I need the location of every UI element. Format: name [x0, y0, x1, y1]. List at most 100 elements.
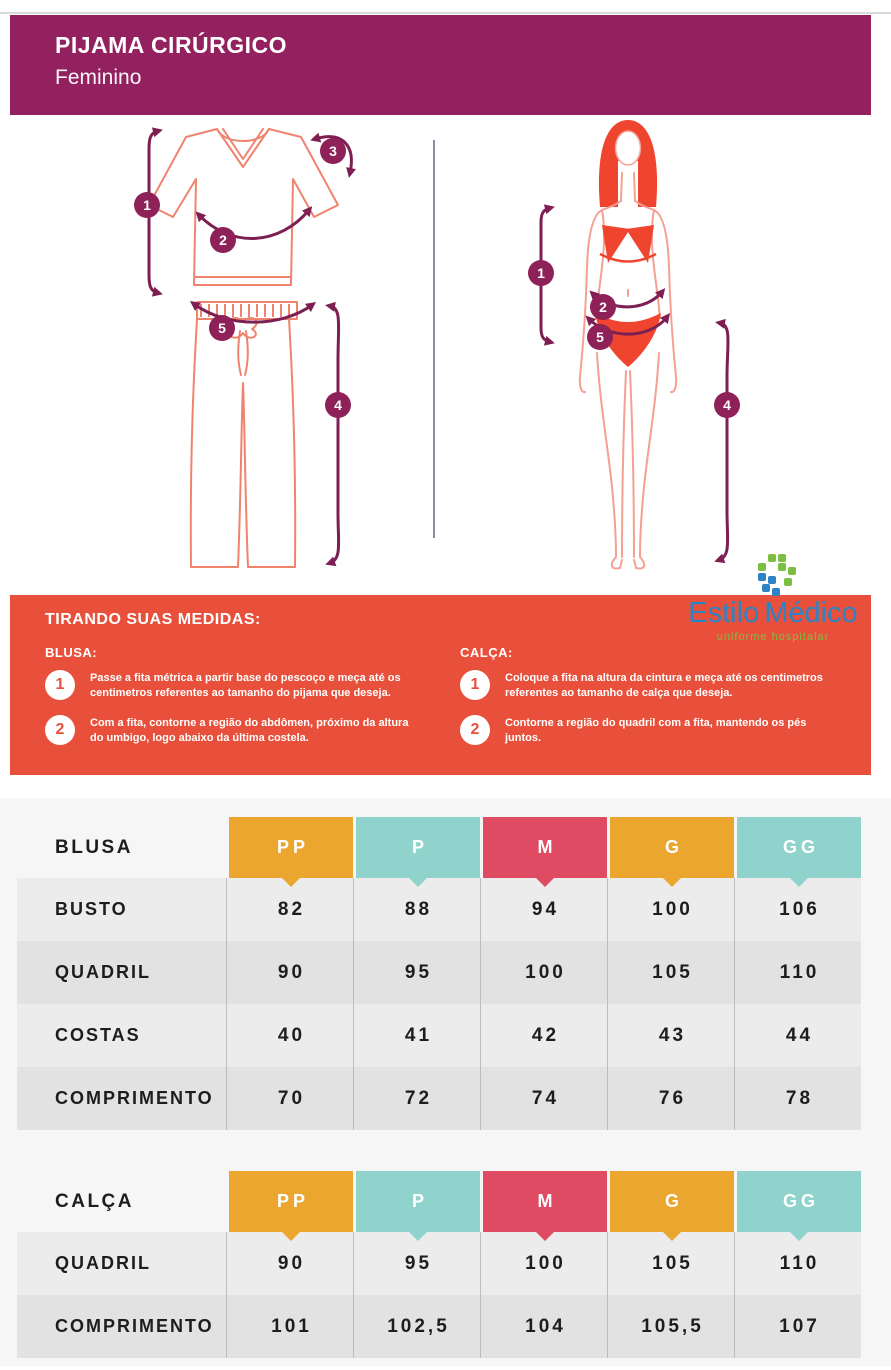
- body-measurement-diagram: 1 2 5 4: [528, 120, 740, 570]
- pointer-triangle: [281, 1231, 301, 1241]
- cell-value: 76: [607, 1067, 734, 1130]
- marker-3: 3: [329, 143, 337, 159]
- cell-value: 40: [226, 1004, 353, 1067]
- marker-5: 5: [218, 320, 226, 336]
- cell-value: 106: [734, 878, 861, 941]
- cell-value: 110: [734, 1232, 861, 1295]
- calca-size-table: CALÇA PP P M G GG QUADRIL 90 95 100 105 …: [17, 1171, 861, 1358]
- cell-value: 107: [734, 1295, 861, 1358]
- cell-value: 100: [480, 941, 607, 1004]
- step-number-badge: 1: [460, 670, 490, 700]
- marker-circles: 1 2 5 4: [528, 260, 740, 418]
- cell-value: 101: [226, 1295, 353, 1358]
- pointer-triangle: [408, 1231, 428, 1241]
- figure-body-outline: [578, 172, 678, 570]
- calca-heading: CALÇA:: [460, 645, 513, 660]
- measurement-diagrams: 1 2 3 5 4: [0, 115, 891, 595]
- blusa-heading: BLUSA:: [45, 645, 98, 660]
- step-text: Passe a fita métrica a partir base do pe…: [90, 672, 401, 700]
- cell-value: 44: [734, 1004, 861, 1067]
- measuring-instructions: TIRANDO SUAS MEDIDAS: BLUSA: 1 Passe a f…: [10, 595, 871, 775]
- pajama-measurement-diagram: 1 2 3 5 4: [134, 127, 356, 568]
- brand-tagline: uniforme hospitalar: [716, 631, 830, 643]
- brand-logo: Estilo Médico uniforme hospitalar: [668, 554, 878, 643]
- cell-value: 42: [480, 1004, 607, 1067]
- cell-value: 110: [734, 941, 861, 1004]
- row-label: BUSTO: [17, 878, 226, 941]
- instructions-title: TIRANDO SUAS MEDIDAS:: [45, 611, 261, 628]
- cell-value: 72: [353, 1067, 480, 1130]
- row-label: COMPRIMENTO: [17, 1295, 226, 1358]
- page-title: PIJAMA CIRÚRGICO: [55, 32, 288, 58]
- pointer-triangle: [662, 877, 682, 887]
- size-header-pp: PP: [226, 1171, 353, 1241]
- table-title: BLUSA: [55, 836, 133, 858]
- pointer-triangle: [535, 1231, 555, 1241]
- step-number-badge: 1: [45, 670, 75, 700]
- blusa-step-2: 2 Com a fita, contorne a região do abdôm…: [45, 714, 425, 747]
- pajama-outline: [148, 128, 339, 568]
- pointer-triangle: [535, 877, 555, 887]
- step-number-badge: 2: [45, 714, 75, 745]
- row-label: COMPRIMENTO: [17, 1067, 226, 1130]
- size-header-p: P: [353, 817, 480, 887]
- size-header-gg: GG: [734, 817, 861, 887]
- cell-value: 90: [226, 941, 353, 1004]
- cell-value: 90: [226, 1232, 353, 1295]
- pointer-triangle: [662, 1231, 682, 1241]
- cell-value: 82: [226, 878, 353, 941]
- marker-1: 1: [143, 197, 151, 213]
- cell-value: 43: [607, 1004, 734, 1067]
- row-label: QUADRIL: [17, 1232, 226, 1295]
- pointer-triangle: [408, 877, 428, 887]
- pointer-triangle: [281, 877, 301, 887]
- size-header-m: M: [480, 1171, 607, 1241]
- diagram-divider: [433, 140, 435, 538]
- instructions-blusa: BLUSA: 1 Passe a fita métrica a partir b…: [45, 645, 425, 760]
- cell-value: 95: [353, 1232, 480, 1295]
- marker-2: 2: [219, 232, 227, 248]
- calca-step-1: 1 Coloque a fita na altura da cintura e …: [460, 670, 835, 702]
- brand-logo-icon: [750, 554, 796, 598]
- row-label: COSTAS: [17, 1004, 226, 1067]
- step-text: Com a fita, contorne a região do abdômen…: [90, 716, 409, 745]
- step-number-badge: 2: [460, 714, 490, 745]
- figure-bikini: [595, 225, 661, 367]
- table-title: CALÇA: [55, 1190, 134, 1212]
- cell-value: 105: [607, 1232, 734, 1295]
- size-header-pp: PP: [226, 817, 353, 887]
- step-text: Contorne a região do quadril com a fita,…: [505, 716, 807, 745]
- cell-value: 78: [734, 1067, 861, 1130]
- marker-2: 2: [599, 299, 607, 315]
- calca-step-2: 2 Contorne a região do quadril com a fit…: [460, 714, 835, 747]
- row-label: QUADRIL: [17, 941, 226, 1004]
- size-header-g: G: [607, 817, 734, 887]
- step-text: Coloque a fita na altura da cintura e me…: [505, 672, 823, 700]
- blusa-step-1: 1 Passe a fita métrica a partir base do …: [45, 670, 425, 702]
- instructions-calca: CALÇA: 1 Coloque a fita na altura da cin…: [460, 645, 835, 760]
- cell-value: 74: [480, 1067, 607, 1130]
- cell-value: 41: [353, 1004, 480, 1067]
- size-header-p: P: [353, 1171, 480, 1241]
- cell-value: 102,5: [353, 1295, 480, 1358]
- cell-value: 100: [480, 1232, 607, 1295]
- cell-value: 105: [607, 941, 734, 1004]
- cell-value: 88: [353, 878, 480, 941]
- size-header-m: M: [480, 817, 607, 887]
- cell-value: 70: [226, 1067, 353, 1130]
- measurement-arrows: [147, 127, 356, 567]
- marker-1: 1: [537, 265, 545, 281]
- marker-5: 5: [596, 329, 604, 345]
- cell-value: 100: [607, 878, 734, 941]
- pointer-triangle: [789, 1231, 809, 1241]
- size-header-gg: GG: [734, 1171, 861, 1241]
- size-header-g: G: [607, 1171, 734, 1241]
- brand-name: Estilo Médico: [688, 597, 858, 629]
- marker-4: 4: [334, 397, 342, 413]
- cell-value: 94: [480, 878, 607, 941]
- cell-value: 105,5: [607, 1295, 734, 1358]
- marker-4: 4: [723, 397, 731, 413]
- cell-value: 104: [480, 1295, 607, 1358]
- top-edge-line: [0, 12, 891, 14]
